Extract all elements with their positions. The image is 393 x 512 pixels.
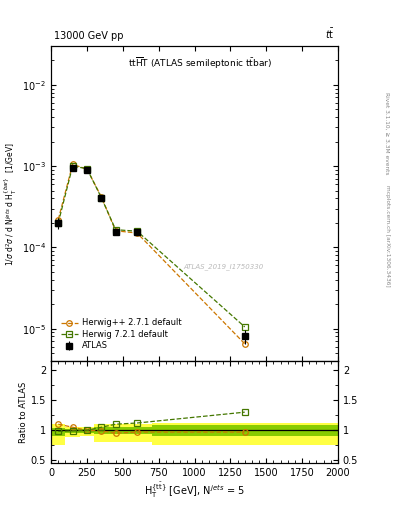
Herwig 7.2.1 default xyxy=(70,163,75,169)
Herwig++ 2.7.1 default xyxy=(135,230,140,236)
Herwig 7.2.1 default xyxy=(113,227,118,233)
Herwig 7.2.1 default xyxy=(99,195,104,201)
Y-axis label: 1/$\sigma$ d$^{2}\!\sigma$ / d N$^{jets}$ d H$_\mathrm{T}^{\{bar\}}$  [1/GeV]: 1/$\sigma$ d$^{2}\!\sigma$ / d N$^{jets}… xyxy=(3,141,19,266)
Herwig++ 2.7.1 default xyxy=(84,166,89,172)
Herwig 7.2.1 default xyxy=(56,220,61,226)
Herwig++ 2.7.1 default xyxy=(99,194,104,200)
Herwig 7.2.1 default xyxy=(84,165,89,172)
Herwig 7.2.1 default xyxy=(135,228,140,234)
Herwig++ 2.7.1 default xyxy=(242,341,247,347)
Line: Herwig++ 2.7.1 default: Herwig++ 2.7.1 default xyxy=(55,162,248,347)
Herwig++ 2.7.1 default xyxy=(70,161,75,167)
Legend: Herwig++ 2.7.1 default, Herwig 7.2.1 default, ATLAS: Herwig++ 2.7.1 default, Herwig 7.2.1 def… xyxy=(61,318,182,351)
Text: Rivet 3.1.10, ≥ 3.3M events: Rivet 3.1.10, ≥ 3.3M events xyxy=(385,92,389,175)
Herwig++ 2.7.1 default xyxy=(113,228,118,234)
Y-axis label: Ratio to ATLAS: Ratio to ATLAS xyxy=(19,381,28,443)
Herwig++ 2.7.1 default xyxy=(56,217,61,223)
X-axis label: H$_\mathrm{T}^{\{{\rm t\bar{t}}\}}$ [GeV], N$^{jets}$ = 5: H$_\mathrm{T}^{\{{\rm t\bar{t}}\}}$ [GeV… xyxy=(144,481,245,500)
Text: 13000 GeV pp: 13000 GeV pp xyxy=(54,31,123,41)
Line: Herwig 7.2.1 default: Herwig 7.2.1 default xyxy=(55,163,248,330)
Text: mcplots.cern.ch [arXiv:1306.3436]: mcplots.cern.ch [arXiv:1306.3436] xyxy=(385,185,389,286)
Text: ATLAS_2019_I1750330: ATLAS_2019_I1750330 xyxy=(183,263,263,270)
Text: tt$\overline{\rm H}$T (ATLAS semileptonic t$\bar{\rm t}$bar): tt$\overline{\rm H}$T (ATLAS semileptoni… xyxy=(128,55,272,71)
Herwig 7.2.1 default xyxy=(242,324,247,330)
Text: t$\bar{\rm t}$: t$\bar{\rm t}$ xyxy=(325,27,335,41)
